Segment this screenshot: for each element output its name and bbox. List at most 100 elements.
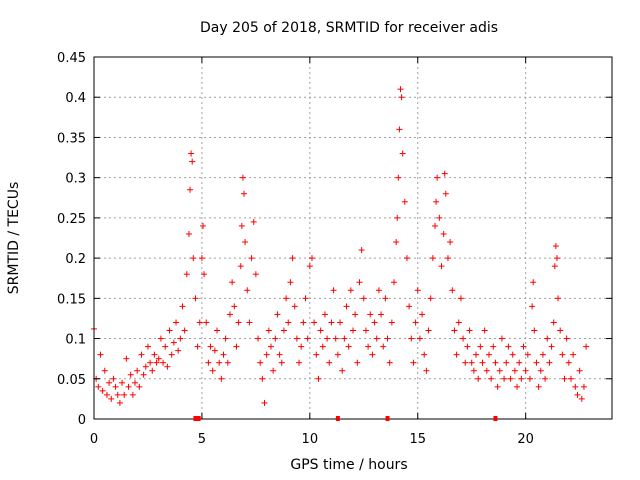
- data-point: [173, 319, 180, 326]
- data-point: [483, 367, 490, 374]
- data-point: [501, 375, 508, 382]
- y-tick-label: 0.45: [57, 51, 86, 66]
- data-point: [313, 351, 320, 358]
- data-point: [518, 375, 525, 382]
- data-point: [473, 351, 480, 358]
- data-point: [97, 351, 104, 358]
- data-point: [304, 335, 311, 342]
- data-point: [408, 335, 415, 342]
- data-point: [185, 230, 192, 237]
- data-point: [391, 279, 398, 286]
- data-point: [278, 359, 285, 366]
- data-point: [265, 327, 272, 334]
- data-point: [395, 174, 402, 181]
- data-point: [201, 271, 208, 278]
- data-point: [466, 327, 473, 334]
- data-point: [551, 263, 558, 270]
- data-point: [257, 359, 264, 366]
- data-point: [388, 319, 395, 326]
- data-point: [555, 295, 562, 302]
- data-point: [183, 271, 190, 278]
- data-point: [293, 335, 300, 342]
- data-point: [187, 186, 194, 193]
- data-point: [546, 359, 553, 366]
- data-point: [198, 255, 205, 262]
- data-point: [526, 375, 533, 382]
- plot-frame: [93, 56, 613, 420]
- data-point: [449, 287, 456, 294]
- data-point: [129, 391, 136, 398]
- data-point: [144, 343, 151, 350]
- data-point: [203, 319, 210, 326]
- data-point: [239, 174, 246, 181]
- data-point: [453, 351, 460, 358]
- data-point: [574, 391, 581, 398]
- data-point: [259, 375, 266, 382]
- data-point: [423, 367, 430, 374]
- data-point: [429, 255, 436, 262]
- data-point: [192, 295, 199, 302]
- data-point: [563, 335, 570, 342]
- data-point: [125, 383, 132, 390]
- data-point: [565, 359, 572, 366]
- data-point: [99, 387, 106, 394]
- data-point: [321, 311, 328, 318]
- data-point: [494, 383, 501, 390]
- data-point: [276, 351, 283, 358]
- y-tick-label: 0.15: [57, 292, 86, 307]
- data-point: [140, 371, 147, 378]
- data-point: [207, 343, 214, 350]
- data-point: [237, 263, 244, 270]
- data-point: [552, 243, 559, 250]
- data-point: [384, 335, 391, 342]
- data-point: [347, 287, 354, 294]
- data-point: [214, 327, 221, 334]
- data-point: [539, 351, 546, 358]
- data-point: [367, 311, 374, 318]
- data-point: [488, 375, 495, 382]
- data-points: [91, 86, 590, 406]
- data-point: [341, 335, 348, 342]
- data-point: [485, 351, 492, 358]
- data-point: [544, 335, 551, 342]
- data-point: [358, 247, 365, 254]
- data-point: [226, 311, 233, 318]
- data-point: [382, 295, 389, 302]
- data-point: [350, 327, 356, 334]
- data-point: [397, 86, 404, 93]
- data-point: [328, 319, 335, 326]
- data-point: [531, 327, 538, 334]
- data-point: [155, 355, 162, 362]
- data-point: [287, 279, 294, 286]
- axis-marker: [335, 416, 340, 421]
- data-point: [520, 343, 527, 350]
- data-point: [157, 335, 164, 342]
- data-point: [112, 383, 119, 390]
- data-point: [481, 327, 488, 334]
- y-tick-label: 0.1: [65, 333, 86, 348]
- data-point: [315, 375, 322, 382]
- data-point: [440, 230, 447, 237]
- data-point: [393, 239, 400, 246]
- data-point: [110, 375, 117, 382]
- data-point: [190, 255, 197, 262]
- data-point: [330, 287, 337, 294]
- data-point: [222, 335, 229, 342]
- data-point: [248, 255, 255, 262]
- data-point: [412, 319, 419, 326]
- data-point: [343, 303, 350, 310]
- data-point: [235, 319, 242, 326]
- data-point: [542, 375, 549, 382]
- data-point: [263, 351, 270, 358]
- data-point: [283, 295, 290, 302]
- data-point: [380, 343, 387, 350]
- data-point: [179, 303, 186, 310]
- data-point: [464, 343, 471, 350]
- data-point: [432, 222, 439, 229]
- data-point: [455, 319, 462, 326]
- data-point: [106, 379, 113, 386]
- x-tick-label: 5: [198, 432, 206, 447]
- data-point: [362, 327, 369, 334]
- data-point: [567, 375, 574, 382]
- data-point: [524, 351, 531, 358]
